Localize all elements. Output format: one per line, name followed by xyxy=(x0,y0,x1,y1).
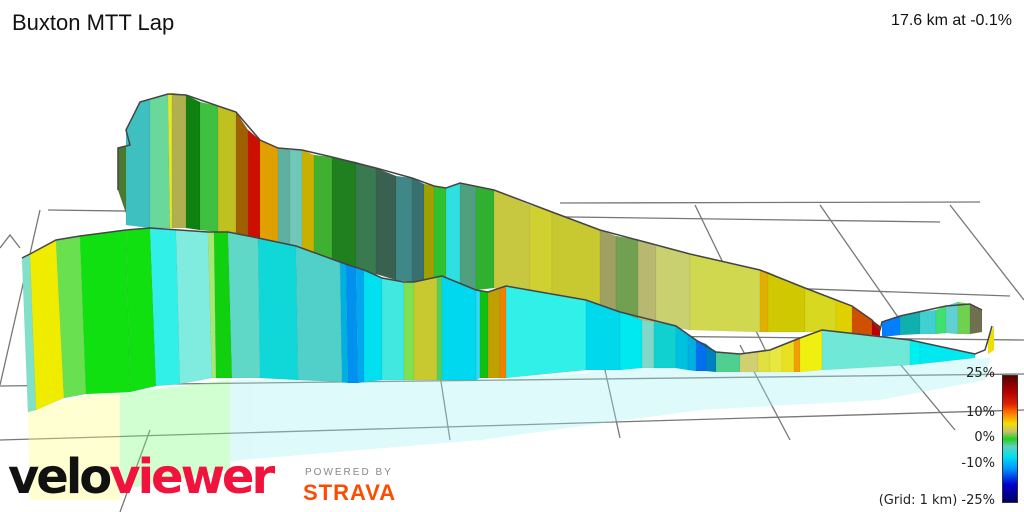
veloviewer-logo[interactable]: veloviewer xyxy=(8,449,275,505)
legend-label-25: 25% xyxy=(966,366,995,381)
gradient-colorbar xyxy=(1002,375,1018,503)
logo-viewer: viewer xyxy=(109,449,275,505)
ground-grid xyxy=(0,201,1024,512)
strava-logo[interactable]: STRAVA xyxy=(303,480,397,505)
profile-reflection xyxy=(28,358,990,500)
profile-front-wall xyxy=(21,227,995,413)
logo-velo: velo xyxy=(8,449,112,505)
profile-back-wall xyxy=(117,92,983,338)
legend-label-minus25-grid: (Grid: 1 km) -25% xyxy=(878,493,995,508)
route-title: Buxton MTT Lap xyxy=(12,10,175,35)
powered-by-label: POWERED BY xyxy=(305,467,393,478)
legend-label-minus10: -10% xyxy=(961,456,995,471)
profile-front-outline xyxy=(21,227,993,355)
route-summary: 17.6 km at -0.1% xyxy=(891,12,1012,29)
legend-label-10: 10% xyxy=(966,405,995,420)
profile-back-outline xyxy=(117,93,983,332)
legend-label-0: 0% xyxy=(974,430,995,445)
